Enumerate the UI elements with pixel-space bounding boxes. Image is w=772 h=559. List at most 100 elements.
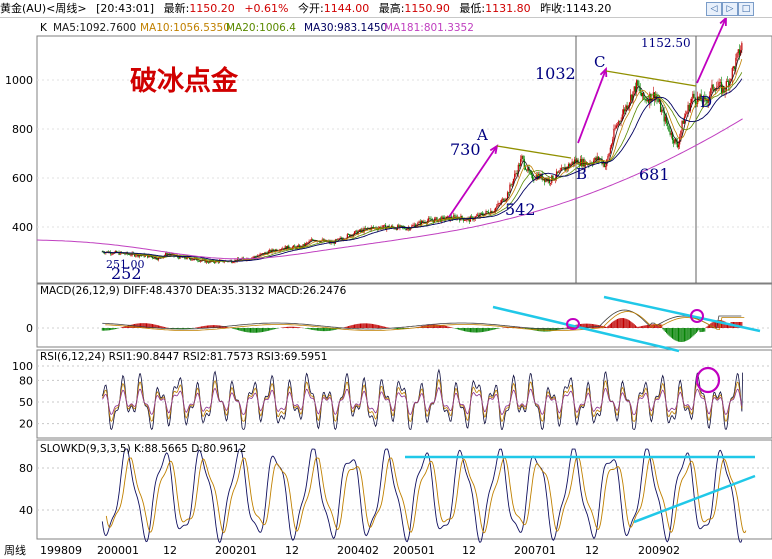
chart-title: 破冰点金 [130, 65, 239, 97]
candle-body [612, 139, 614, 145]
candle-body [717, 86, 719, 88]
candle-body [604, 166, 607, 167]
kd-panel-border [36, 439, 772, 540]
candle-body [289, 248, 291, 250]
candle-body [679, 137, 681, 145]
candle-body [725, 81, 727, 92]
candle-body [711, 84, 713, 89]
candle-body [575, 159, 577, 163]
macd-upper-trendline [603, 295, 761, 333]
candle-body [129, 254, 131, 256]
candle-body [260, 253, 262, 255]
kd-tick-label: 40 [19, 504, 33, 517]
candle-body [294, 245, 296, 247]
candle-body [701, 101, 703, 104]
candle-body [619, 121, 621, 122]
candle-body [465, 220, 467, 221]
candle-body [699, 94, 701, 99]
candle-body [165, 253, 167, 256]
kd-k-line [101, 448, 743, 544]
candle-body [520, 159, 522, 167]
candle-body [559, 170, 561, 172]
maximize-icon[interactable]: □ [738, 2, 754, 16]
candle-body [545, 178, 547, 182]
candle-body [524, 167, 527, 170]
candle-body [615, 125, 617, 129]
x-tick-label: 12 [163, 544, 177, 557]
candle-body [632, 91, 634, 101]
candle-body [682, 120, 684, 124]
candle-body [714, 89, 717, 91]
candle-body [735, 57, 737, 70]
candle-body [379, 226, 381, 229]
price-legend-item: MA30:983.1450 [304, 22, 387, 34]
candle-body [700, 94, 702, 102]
low-value: 1131.80 [485, 2, 531, 15]
price-tick-label: 800 [12, 123, 33, 136]
arrow-to-c-head [599, 66, 608, 78]
annotation-label: C [594, 53, 605, 71]
candle-body [686, 111, 688, 115]
candle-body [273, 250, 276, 252]
candle-body [692, 93, 694, 99]
candle-body [254, 256, 256, 257]
candle-body [737, 49, 739, 54]
candle-body [736, 53, 738, 58]
candle-body [662, 109, 664, 111]
candle-body [271, 249, 273, 253]
candle-body [506, 192, 509, 199]
candle-body [127, 253, 130, 255]
candle-body [322, 239, 325, 242]
candle-body [365, 228, 368, 229]
candle-body [444, 219, 446, 221]
candle-body [558, 170, 560, 173]
candle-body [620, 120, 622, 122]
candle-body [111, 253, 113, 255]
candle-body [141, 255, 143, 257]
candle-body [566, 166, 568, 169]
candle-body [728, 81, 730, 87]
candle-body [688, 104, 690, 111]
candle-body [653, 92, 656, 101]
candle-body [486, 211, 488, 212]
candle-body [552, 175, 554, 181]
left-arrow-icon[interactable]: ◁ [706, 2, 722, 16]
candle-body [671, 132, 674, 141]
change-percent: +0.61% [244, 2, 289, 15]
ma10-line [102, 58, 743, 263]
candle-body [665, 116, 668, 123]
candle-body [503, 198, 505, 202]
candle-body [668, 125, 670, 132]
candle-body [204, 259, 206, 263]
candle-body [297, 245, 299, 247]
macd-tick-label: 0 [26, 322, 33, 335]
price-legend-item: MA181:801.3352 [384, 22, 474, 34]
candle-body [561, 167, 564, 169]
rsi-panel-border [36, 349, 772, 439]
candle-body [607, 156, 609, 160]
candle-body [587, 164, 589, 165]
candle-body [726, 81, 729, 82]
high-value: 1150.90 [404, 2, 450, 15]
candle-body [674, 138, 676, 144]
right-arrow-icon[interactable]: ▷ [722, 2, 738, 16]
candle-body [377, 228, 380, 230]
resistance-line-cd [605, 70, 697, 87]
prev-close-value: 1143.20 [565, 2, 612, 15]
candle-body [521, 155, 523, 160]
candle-body [689, 103, 692, 111]
rsi-tick-label: 20 [19, 418, 33, 431]
candle-body [338, 238, 340, 240]
candle-body [572, 161, 574, 164]
candle-body [634, 86, 637, 93]
candle-body [190, 258, 192, 261]
candle-body [347, 234, 350, 236]
candle-body [304, 243, 307, 246]
candle-body [643, 92, 645, 99]
candle-body [312, 239, 314, 241]
candle-body [310, 239, 313, 241]
candle-body [346, 234, 348, 239]
candle-body [631, 94, 633, 101]
macd-panel-border [36, 283, 772, 348]
candle-body [437, 219, 439, 223]
